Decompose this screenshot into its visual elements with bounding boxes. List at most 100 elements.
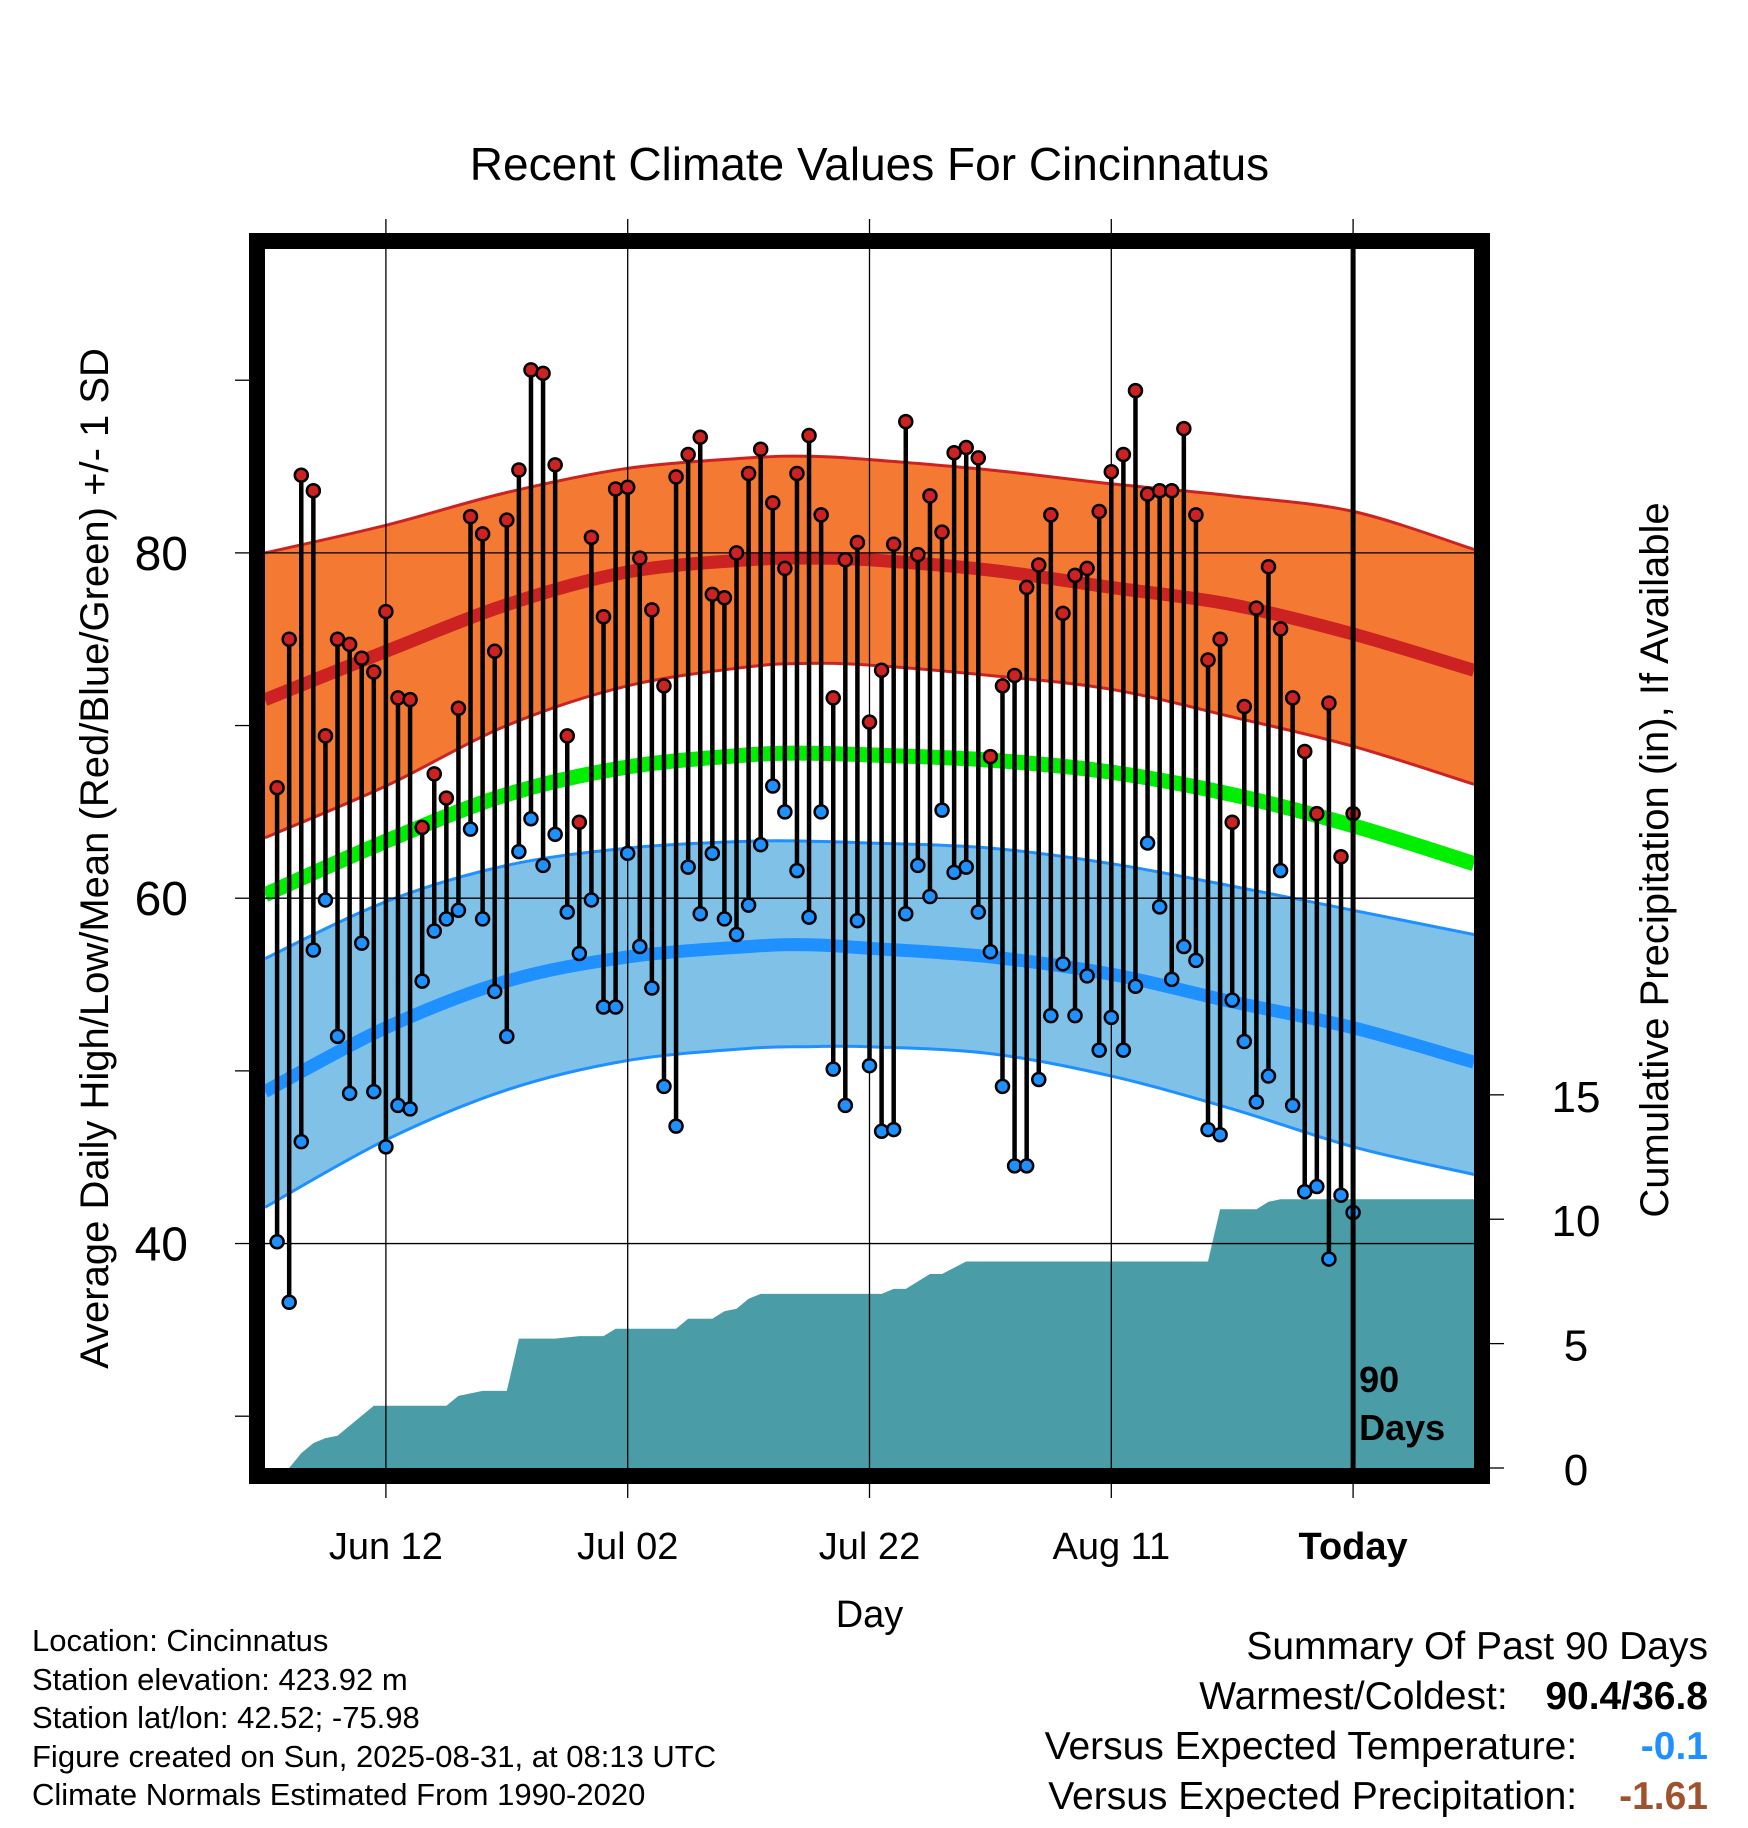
daily-high-point: [583, 529, 600, 546]
daily-high-point: [1067, 567, 1083, 584]
daily-low-point: [305, 942, 322, 958]
daily-low-point: [1188, 952, 1204, 969]
daily-low-point: [462, 821, 479, 837]
daily-high-point: [934, 524, 950, 540]
daily-high-point: [1284, 690, 1301, 706]
location-text: Location: Cincinnatus: [32, 1623, 329, 1658]
daily-high-point: [438, 790, 455, 806]
daily-high-point: [777, 560, 793, 577]
daily-high-point: [1018, 579, 1035, 596]
daily-high-point: [861, 714, 878, 730]
daily-high-point: [595, 609, 612, 625]
daily-low-point: [970, 904, 987, 920]
daily-high-point: [728, 545, 745, 561]
normal-mean-line: [265, 745, 1474, 902]
daily-low-point: [486, 983, 503, 1000]
warm-cold-label: Warmest/Coldest:: [1199, 1675, 1508, 1718]
daily-high-point: [1321, 695, 1337, 711]
daily-high-point: [305, 482, 322, 499]
daily-low-point: [450, 902, 467, 919]
daily-high-point: [1260, 558, 1277, 575]
daily-high-point: [366, 664, 382, 680]
daily-high-point: [1272, 621, 1289, 637]
daily-low-point: [825, 1061, 841, 1077]
daily-low-point: [982, 943, 999, 960]
daily-high-point: [1103, 463, 1120, 480]
summary-panel: Summary Of Past 90 Days Warmest/Coldest:…: [1045, 1622, 1708, 1822]
x-axis-label: Day: [836, 1594, 904, 1636]
y-left-axis-label: Average Daily High/Low/Mean (Red/Blue/Gr…: [73, 348, 117, 1369]
precip-area: [289, 1199, 1474, 1468]
daily-low-point: [813, 804, 829, 820]
daily-high-point: [1091, 503, 1107, 520]
daily-high-point: [789, 465, 805, 482]
daily-high-point: [317, 728, 334, 744]
daily-low-point: [1115, 1042, 1132, 1058]
daily-low-point: [583, 892, 600, 908]
daily-low-point: [1333, 1187, 1349, 1203]
daily-low-point: [1079, 968, 1095, 984]
daily-high-point: [716, 590, 733, 606]
daily-high-point: [680, 446, 696, 463]
daily-high-point: [571, 814, 588, 830]
daily-low-point: [898, 906, 914, 922]
daily-low-point: [728, 926, 745, 943]
daily-high-point: [765, 495, 781, 511]
daily-observations: [269, 362, 1361, 1310]
daily-low-point: [1139, 835, 1156, 851]
daily-high-point: [1127, 382, 1144, 399]
y-right-axis-label: Cumulative Precipitation (in), If Availa…: [1633, 502, 1677, 1217]
daily-low-point: [716, 911, 733, 927]
daily-low-point: [535, 857, 551, 874]
daily-high-point: [1006, 667, 1023, 684]
summary-warm-cold: Warmest/Coldest: 90.4/36.8: [1045, 1672, 1708, 1722]
daily-high-point: [1055, 605, 1071, 622]
station-metadata: Location: Cincinnatus Station elevation:…: [32, 1622, 716, 1815]
daily-high-point: [1115, 446, 1132, 463]
daily-low-point: [511, 843, 527, 860]
low-upper-line: [265, 839, 1474, 960]
daily-high-point: [994, 678, 1011, 694]
daily-high-point: [559, 728, 575, 744]
daily-low-point: [837, 1097, 854, 1114]
daily-low-point: [777, 804, 793, 820]
x-tick-label: Jul 02: [577, 1526, 678, 1568]
daily-high-point: [293, 467, 310, 483]
y-right-tick-label: 10: [1552, 1197, 1601, 1246]
daily-low-point: [922, 888, 938, 905]
daily-low-point: [692, 906, 708, 922]
daily-high-point: [825, 690, 841, 706]
daily-low-point: [1321, 1251, 1337, 1267]
daily-high-point: [1164, 482, 1180, 499]
x-tick-label: Aug 11: [1052, 1526, 1170, 1568]
daily-low-point: [293, 1133, 310, 1150]
daily-high-point: [426, 766, 443, 782]
daily-low-point: [619, 845, 636, 862]
summary-title: Summary Of Past 90 Days: [1246, 1625, 1708, 1668]
y-left-tick-label: 40: [135, 1219, 188, 1272]
daily-high-point: [837, 552, 854, 568]
daily-high-point: [898, 413, 914, 430]
daily-high-point: [1031, 557, 1047, 573]
daily-low-point: [644, 980, 660, 996]
daily-low-point: [341, 1085, 358, 1102]
daily-low-point: [281, 1294, 297, 1310]
daily-high-point: [970, 450, 987, 466]
daily-high-point: [341, 636, 358, 653]
daily-low-point: [1176, 938, 1192, 955]
daily-low-point: [1272, 862, 1289, 879]
daily-low-point: [885, 1121, 902, 1138]
daily-high-point: [1333, 849, 1349, 865]
daily-low-point: [740, 897, 757, 913]
daily-low-point: [801, 909, 817, 925]
summary-precip: Versus Expected Precipitation: -1.61: [1045, 1772, 1708, 1822]
daily-low-point: [1151, 899, 1168, 915]
daily-high-point: [644, 602, 660, 618]
daily-low-point: [499, 1028, 515, 1045]
daily-high-point: [1079, 560, 1095, 577]
daily-low-point: [607, 999, 624, 1015]
daily-high-point: [1224, 814, 1240, 830]
daily-low-point: [1284, 1097, 1301, 1114]
daily-high-point: [1188, 507, 1204, 523]
daily-low-point: [523, 811, 539, 827]
